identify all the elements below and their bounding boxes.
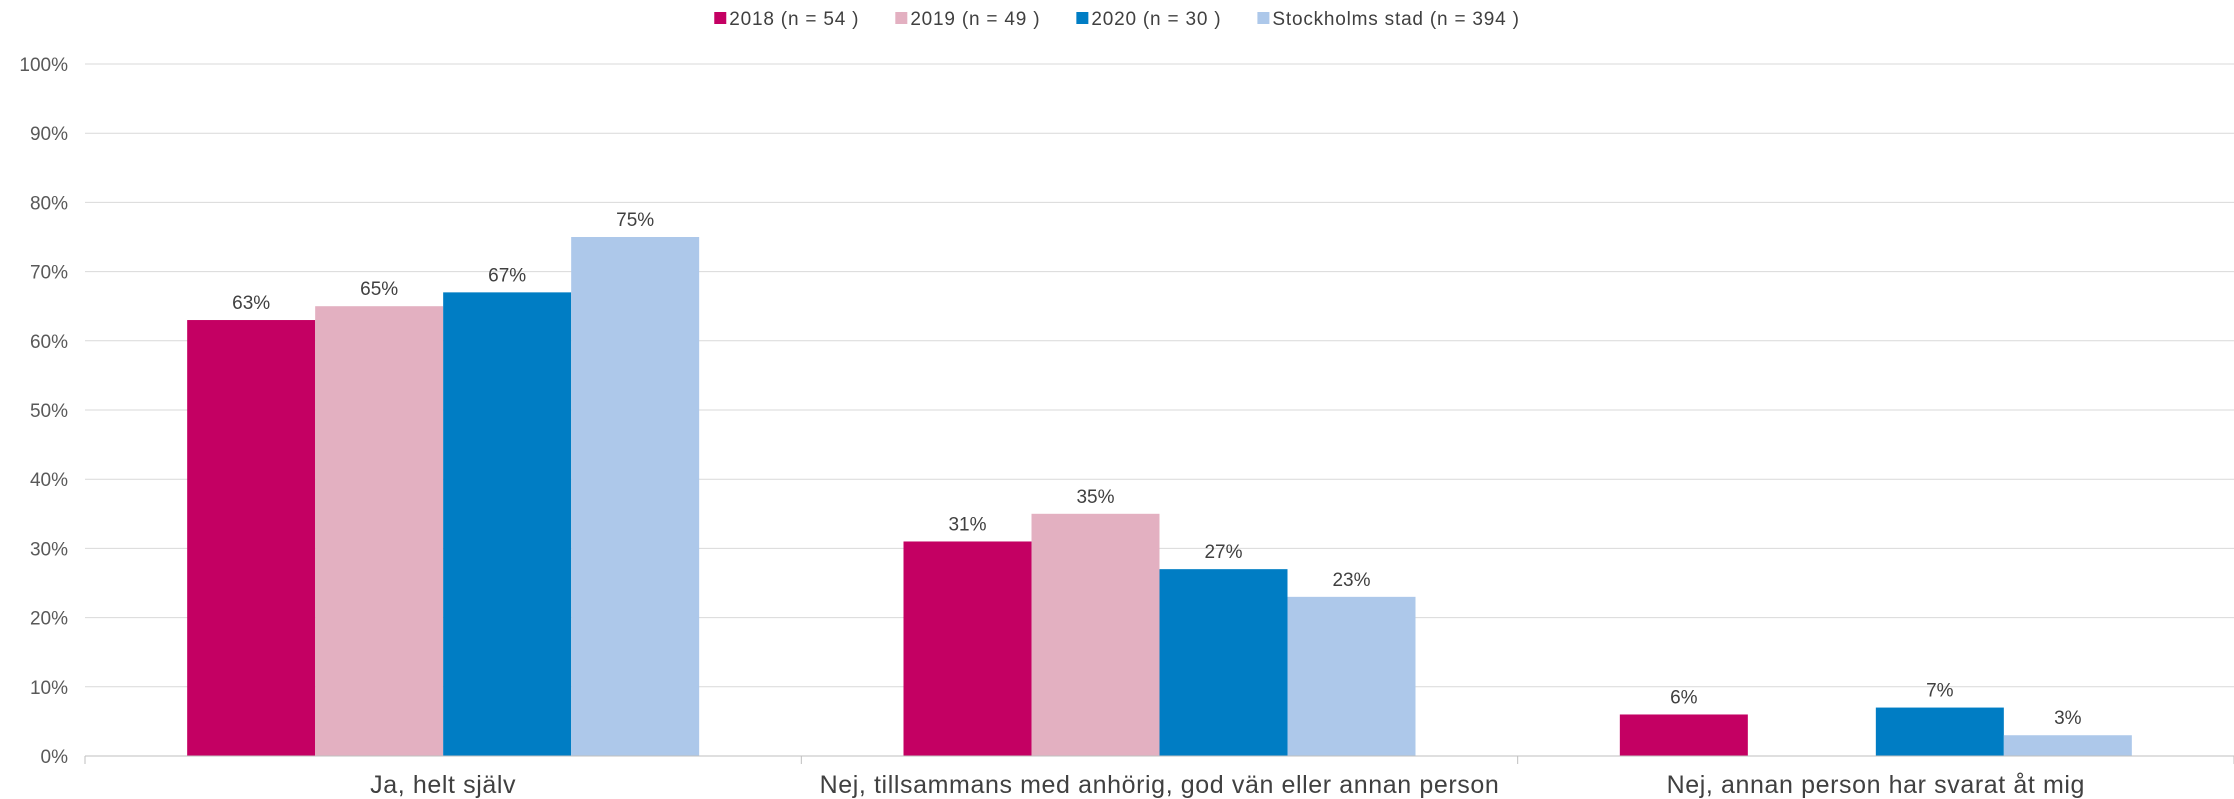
bar-data-label: 6% xyxy=(1670,687,1698,708)
x-category-label: Nej, tillsammans med anhörig, god vän el… xyxy=(820,771,1500,799)
bar xyxy=(1031,513,1160,756)
y-tick-label: 10% xyxy=(30,678,68,699)
x-axis-category-labels: Ja, helt själv Nej, tillsammans med anhör… xyxy=(370,771,2085,799)
legend-swatch xyxy=(1076,12,1089,24)
legend-swatch xyxy=(714,12,727,24)
legend-item: 2019 (n = 49 ) xyxy=(895,9,1040,30)
legend-item: 2018 (n = 54 ) xyxy=(714,9,859,30)
legend-swatch xyxy=(1257,12,1270,24)
bars xyxy=(187,237,2132,756)
y-tick-label: 90% xyxy=(30,124,68,145)
legend-label: 2018 (n = 54 ) xyxy=(729,9,859,30)
y-tick-label: 80% xyxy=(30,193,68,214)
legend-swatch xyxy=(895,12,908,24)
legend-label: 2019 (n = 49 ) xyxy=(910,9,1040,30)
bar xyxy=(2003,735,2132,756)
bar xyxy=(571,237,700,756)
legend: 2018 (n = 54 ) 2019 (n = 49 ) 2020 (n = 30… xyxy=(714,9,1519,30)
y-tick-label: 20% xyxy=(30,609,68,630)
legend-label: Stockholms stad (n = 394 ) xyxy=(1272,9,1519,30)
bar xyxy=(443,292,572,756)
y-tick-label: 40% xyxy=(30,470,68,491)
x-category-label: Ja, helt själv xyxy=(370,771,516,799)
bar xyxy=(315,306,444,756)
bar xyxy=(1875,707,2004,756)
y-axis-tick-labels: 0% 10% 20% 30% 40% 50% 60% 70% 80% 90% 100% xyxy=(19,55,68,768)
bar-data-label: 63% xyxy=(232,293,270,314)
bar-data-label: 23% xyxy=(1332,570,1370,591)
bar-data-label: 35% xyxy=(1076,487,1114,508)
bar-data-label: 67% xyxy=(488,265,526,286)
y-tick-label: 30% xyxy=(30,539,68,560)
x-category-label: Nej, annan person har svarat åt mig xyxy=(1667,771,2085,799)
y-tick-label: 60% xyxy=(30,332,68,353)
legend-item: Stockholms stad (n = 394 ) xyxy=(1257,9,1519,30)
bar-data-label: 65% xyxy=(360,279,398,300)
bar xyxy=(1159,569,1288,756)
bar-data-labels: 63% 65% 67% 75% 31% 35% 27% 23% 6% 7% 3% xyxy=(232,210,2082,729)
y-tick-label: 50% xyxy=(30,401,68,422)
legend-label: 2020 (n = 30 ) xyxy=(1091,9,1221,30)
bar xyxy=(1619,714,1748,756)
x-axis xyxy=(84,755,2234,764)
bar-data-label: 75% xyxy=(616,210,654,231)
bar-data-label: 7% xyxy=(1926,681,1954,702)
bar xyxy=(1287,596,1416,756)
bar-data-label: 27% xyxy=(1204,542,1242,563)
y-tick-label: 70% xyxy=(30,263,68,284)
bar-data-label: 3% xyxy=(2054,708,2082,729)
bar xyxy=(187,320,316,756)
y-tick-label: 0% xyxy=(41,747,69,768)
bar xyxy=(903,541,1032,756)
legend-item: 2020 (n = 30 ) xyxy=(1076,9,1221,30)
y-tick-label: 100% xyxy=(19,55,68,76)
bar-data-label: 31% xyxy=(948,514,986,535)
